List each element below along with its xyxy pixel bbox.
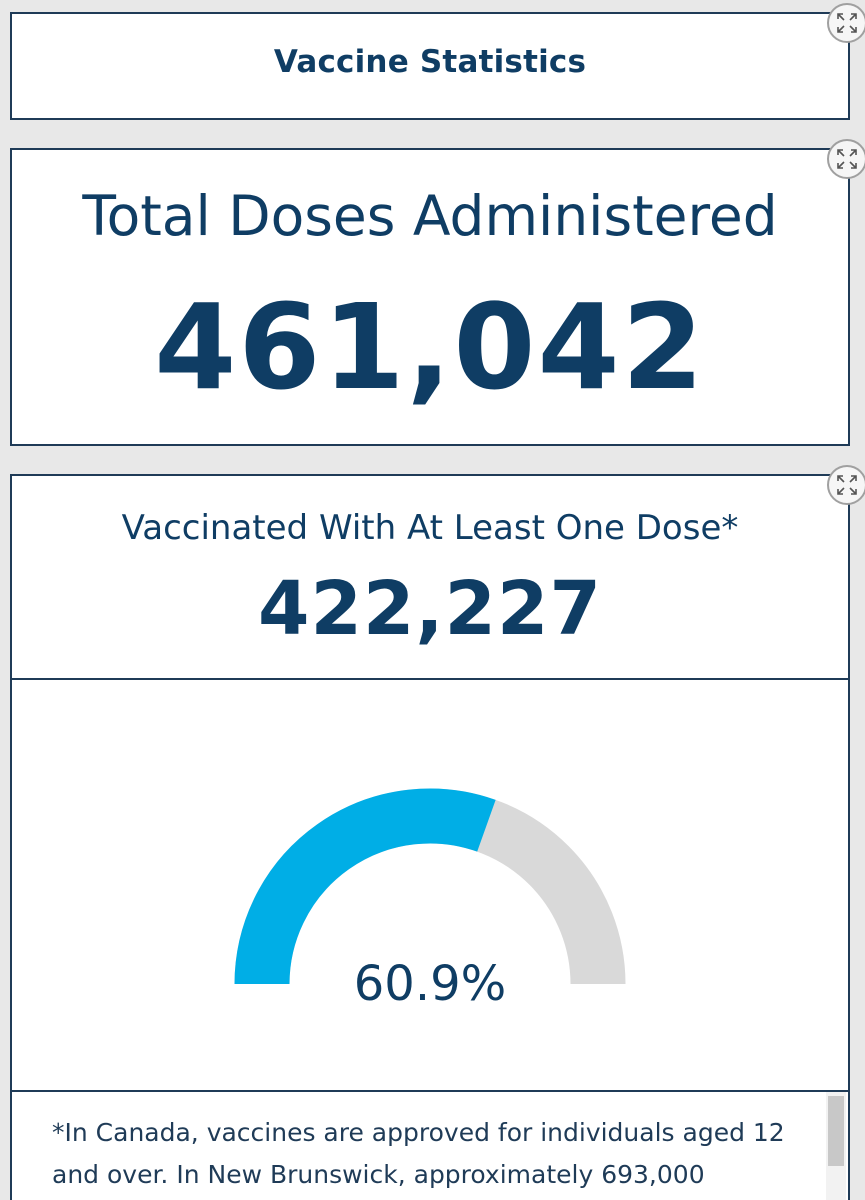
header-panel: Vaccine Statistics bbox=[10, 12, 850, 120]
total-doses-panel: Total Doses Administered 461,042 bbox=[10, 148, 850, 446]
gauge-fill bbox=[234, 788, 496, 985]
one-dose-panel: Vaccinated With At Least One Dose* 422,2… bbox=[10, 474, 850, 1200]
expand-icon bbox=[837, 149, 857, 169]
footnote-text: *In Canada, vaccines are approved for in… bbox=[52, 1118, 785, 1189]
expand-button[interactable] bbox=[827, 139, 865, 179]
gauge-percent-label: 60.9% bbox=[353, 956, 507, 1012]
gauge-chart bbox=[234, 788, 626, 985]
one-dose-label: Vaccinated With At Least One Dose* bbox=[121, 508, 739, 548]
total-doses-label: Total Doses Administered bbox=[82, 184, 778, 248]
total-doses-value: 461,042 bbox=[154, 278, 706, 416]
expand-button[interactable] bbox=[827, 465, 865, 505]
divider bbox=[12, 678, 848, 680]
one-dose-value: 422,227 bbox=[257, 566, 603, 652]
expand-button[interactable] bbox=[827, 3, 865, 43]
expand-icon bbox=[837, 475, 857, 495]
scrollbar[interactable] bbox=[826, 1092, 846, 1200]
divider bbox=[12, 1090, 848, 1092]
page-title: Vaccine Statistics bbox=[273, 44, 587, 80]
expand-icon bbox=[837, 13, 857, 33]
scrollbar-thumb[interactable] bbox=[828, 1096, 844, 1166]
